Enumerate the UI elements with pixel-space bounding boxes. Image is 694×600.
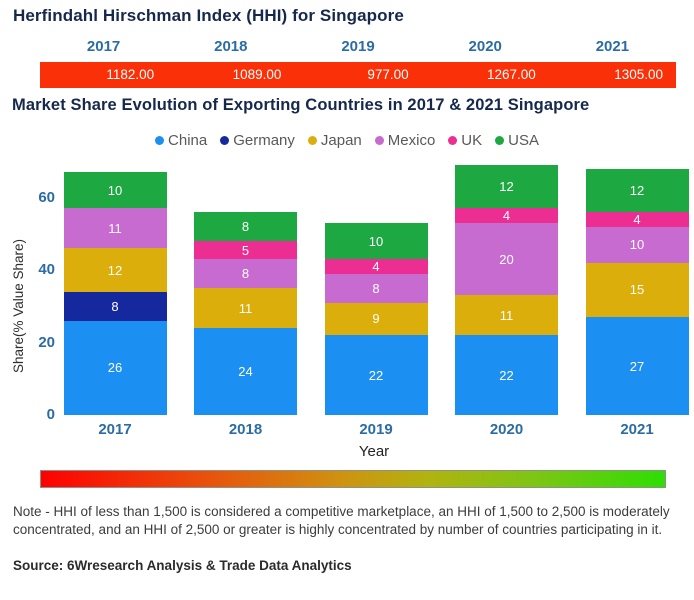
- y-tick-label: 60: [38, 188, 55, 206]
- bar-segment-uk[interactable]: 5: [194, 241, 297, 260]
- legend-item-mexico[interactable]: Mexico: [374, 131, 436, 149]
- x-tick-label: 2018: [228, 421, 263, 438]
- legend-label: USA: [508, 131, 539, 149]
- bar-segment-japan[interactable]: 9: [324, 302, 428, 336]
- bar-segment-usa[interactable]: 10: [324, 222, 428, 260]
- stacked-bar-2018: 24 11 8 5 8: [194, 212, 297, 415]
- hhi-color-scale: [40, 470, 666, 488]
- legend-item-uk[interactable]: UK: [448, 132, 482, 149]
- hhi-year-header-row: 2017 2018 2019 2020 2021: [40, 37, 676, 57]
- legend-swatch-icon: [155, 135, 165, 145]
- bar-segment-usa[interactable]: 12: [585, 168, 689, 212]
- bar-segment-china[interactable]: 24: [194, 328, 297, 415]
- x-tick-label: 2019: [359, 421, 393, 438]
- hhi-value: 1305.00: [614, 67, 664, 82]
- hhi-year-label: 2021: [595, 38, 630, 55]
- hhi-year-label: 2020: [468, 38, 502, 55]
- chart-legend: China Germany Japan Mexico UK USA: [0, 129, 694, 151]
- bar-segment-usa[interactable]: 8: [194, 212, 297, 241]
- hhi-section-title: Herfindahl Hirschman Index (HHI) for Sin…: [13, 6, 404, 25]
- hhi-value: 1089.00: [232, 67, 282, 82]
- chart-title: Market Share Evolution of Exporting Coun…: [12, 96, 590, 114]
- x-tick-label: 2017: [98, 421, 132, 438]
- bar-segment-uk[interactable]: 4: [585, 212, 689, 227]
- x-axis-title: Year: [358, 443, 390, 460]
- bar-segment-japan[interactable]: 12: [63, 248, 167, 292]
- bar-segment-china[interactable]: 22: [324, 335, 428, 415]
- legend-label: China: [168, 131, 208, 149]
- stacked-bar-2021: 27 15 10 4 12: [585, 168, 689, 415]
- legend-swatch-icon: [495, 135, 505, 145]
- hhi-year-label: 2017: [86, 38, 121, 55]
- bar-segment-germany[interactable]: 8: [63, 291, 167, 321]
- hhi-value-bar: 1182.00 1089.00 977.00 1267.00 1305.00: [40, 62, 676, 88]
- bar-segment-uk[interactable]: 4: [455, 208, 558, 223]
- legend-swatch-icon: [220, 135, 230, 145]
- hhi-year-label: 2019: [341, 38, 375, 55]
- legend-label: Germany: [233, 131, 295, 149]
- bar-segment-china[interactable]: 22: [455, 335, 558, 415]
- y-tick-label: 20: [38, 333, 55, 351]
- legend-item-usa[interactable]: USA: [495, 132, 539, 149]
- y-tick-label: 0: [46, 406, 55, 423]
- legend-label: Japan: [320, 131, 362, 149]
- bar-segment-mexico[interactable]: 8: [194, 259, 297, 289]
- legend-swatch-icon: [307, 135, 317, 145]
- y-tick-label: 40: [38, 261, 55, 278]
- bar-segment-japan[interactable]: 11: [194, 288, 297, 328]
- note-text: Note - HHI of less than 1,500 is conside…: [13, 504, 670, 537]
- bar-segment-china[interactable]: 26: [63, 320, 167, 415]
- legend-label: UK: [461, 131, 483, 149]
- bar-segment-china[interactable]: 27: [585, 317, 689, 415]
- hhi-year-label: 2018: [214, 38, 248, 55]
- bar-segment-uk[interactable]: 4: [324, 259, 428, 274]
- stacked-bar-2020: 22 11 20 4 12: [455, 164, 558, 415]
- legend-label: Mexico: [387, 131, 436, 149]
- hhi-value: 1267.00: [487, 67, 536, 82]
- y-axis-title: Share(% Value Share): [11, 238, 26, 374]
- stacked-bar-2019: 22 9 8 4 10: [324, 222, 428, 415]
- legend-item-germany[interactable]: Germany: [220, 132, 295, 149]
- legend-item-japan[interactable]: Japan: [307, 131, 362, 149]
- bar-segment-usa[interactable]: 12: [455, 164, 558, 209]
- bar-segment-japan[interactable]: 11: [455, 295, 558, 336]
- bar-segment-mexico[interactable]: 8: [324, 273, 428, 303]
- bar-segment-mexico[interactable]: 11: [63, 208, 167, 249]
- hhi-value: 977.00: [367, 67, 409, 82]
- x-tick-label: 2020: [489, 421, 524, 438]
- legend-swatch-icon: [448, 135, 458, 145]
- bar-segment-mexico[interactable]: 20: [455, 222, 558, 296]
- legend-swatch-icon: [374, 135, 384, 145]
- bar-segment-japan[interactable]: 15: [585, 262, 689, 318]
- bar-segment-usa[interactable]: 10: [63, 172, 167, 209]
- source-text: Source: 6Wresearch Analysis & Trade Data…: [13, 558, 352, 573]
- legend-item-china[interactable]: China: [155, 132, 207, 149]
- stacked-bar-2017: 26 8 12 11 10: [63, 172, 167, 415]
- hhi-value: 1182.00: [106, 67, 155, 82]
- bar-segment-mexico[interactable]: 10: [585, 226, 689, 263]
- x-tick-label: 2021: [620, 421, 654, 438]
